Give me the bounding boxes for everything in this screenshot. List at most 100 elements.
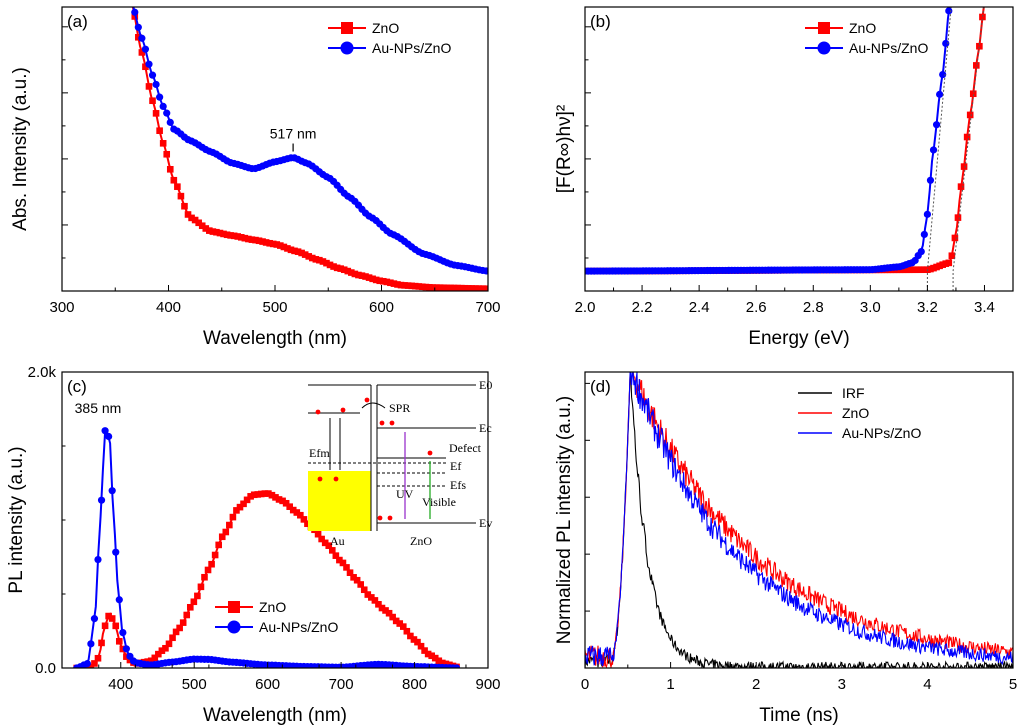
x-tick-label: 1 [666,676,674,693]
x-tick-label: 600 [255,676,280,693]
x-tick-label: 700 [329,676,354,693]
data-point [479,285,486,291]
data-point [223,231,231,239]
data-point [90,615,99,623]
data-point [339,559,347,567]
data-point [392,617,400,625]
x-tick-label: 5 [1009,676,1017,693]
x-axis-label: Time (ns) [759,705,839,725]
inset-label-e0: E0 [479,378,492,392]
series-a-zno [128,0,488,291]
data-point [241,234,249,242]
panel-c: 400 500 600 700 800 900 0.0 2.0k Wavelength (nm)… [6,364,501,725]
data-point [300,516,308,523]
data-point [969,90,977,98]
electron-dot [389,420,395,426]
data-point [431,654,439,662]
data-point [360,586,368,594]
data-point [458,284,465,291]
electron-dot [315,409,321,415]
inset-label-zno: ZnO [410,534,432,548]
legend-item-zno: ZnO [805,20,876,36]
inset-label-ef: Ef [450,459,461,473]
data-point [330,263,337,270]
legend-d: IRF ZnO Au-NPs/ZnO [798,385,921,441]
data-point [234,233,242,240]
data-point [415,283,423,290]
data-point [429,284,437,291]
data-point [209,228,217,235]
data-point [208,560,215,568]
data-point [169,634,176,642]
legend-label: IRF [842,385,865,401]
electron-dot [364,397,370,403]
x-tick-label: 400 [156,299,181,316]
data-point [333,264,341,272]
legend-item-au-nps-zno: Au-NPs/ZnO [798,425,921,441]
electron-dot [340,407,346,413]
data-point [148,71,157,79]
data-point [383,278,391,286]
data-point [957,183,965,190]
panel-label: (d) [590,377,611,396]
data-point [422,283,430,291]
data-point [262,239,270,246]
data-point [94,555,102,564]
data-point [475,285,483,291]
electron-dot [379,420,385,426]
data-point [442,660,450,668]
data-point [369,275,376,283]
data-point [280,243,288,251]
data-point [433,284,440,291]
legend-item-au-nps-zno: Au-NPs/ZnO [805,40,928,56]
data-point [105,612,112,620]
data-point [963,133,971,141]
panel-a: 300 400 500 600 700 Wavelength (nm) Abs. Inten… [10,0,501,349]
x-tick-label: 2.6 [746,299,767,316]
data-point [233,507,240,514]
data-point [142,63,149,71]
x-tick-label: 4 [923,676,931,693]
data-point [408,282,415,290]
x-tick-label: 500 [262,299,287,316]
data-point [245,235,252,243]
y-axis-label: PL intensity (a.u.) [6,446,27,593]
data-point [364,591,372,598]
plot-area-d [585,372,1013,668]
data-point [128,0,135,5]
data-point [318,535,325,543]
data-point [152,80,160,89]
panel-label: (a) [67,12,88,31]
legend-label: Au-NPs/ZnO [259,619,338,635]
data-point [194,592,201,600]
legend-item-zno: ZnO [328,20,399,36]
y-axis-label: [F(R∞)hν]² [554,105,575,193]
data-point [156,93,164,101]
data-point [243,496,251,504]
data-point [403,627,411,635]
data-point [94,654,102,662]
x-axis-label: Wavelength (nm) [203,328,347,349]
x-axis-label: Wavelength (nm) [203,705,347,725]
data-point [159,140,167,147]
data-point [170,176,178,184]
data-point [410,636,418,643]
data-point [936,90,944,98]
data-point [145,60,153,68]
data-point [159,102,167,110]
data-point [188,214,195,222]
panel-label: (b) [590,12,611,31]
data-point [350,574,357,581]
data-point [101,427,109,435]
data-point [452,664,461,668]
data-point [250,491,258,499]
data-point [358,272,366,279]
x-tick-label: 2.2 [632,299,653,316]
data-point [948,252,956,260]
data-point [298,249,305,257]
x-axis-label: Energy (eV) [748,328,849,349]
data-point [316,256,323,264]
data-point [960,163,968,170]
x-tick-label: 2.8 [803,299,824,316]
legend-c: ZnO Au-NPs/ZnO [215,599,338,635]
